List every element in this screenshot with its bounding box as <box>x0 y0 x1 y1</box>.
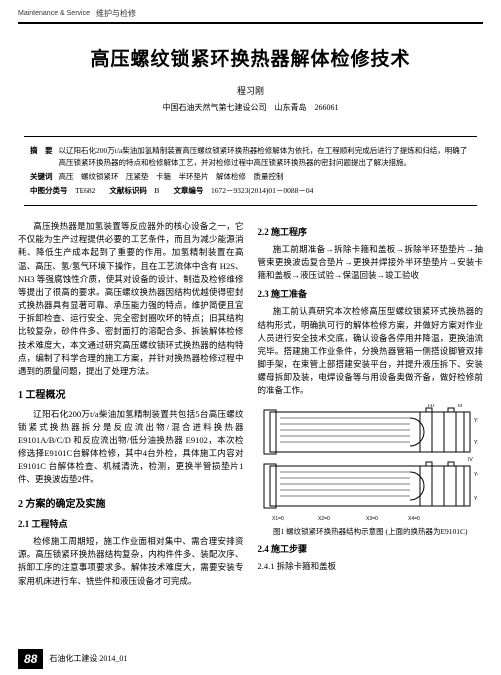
section-2-2-text: 施工前期准备→拆除卡箍和盖板→拆除半环垫垫片→抽管束更换波齿复合垫片→更换并焊接… <box>258 243 484 283</box>
fig-label-i-ii: I-II <box>428 404 434 409</box>
fig-x1: X1=0 <box>272 516 284 522</box>
section-2-4-1: 2.4.1 拆除卡箍和盖板 <box>258 560 484 573</box>
abstract-label: 摘 要 <box>30 145 53 169</box>
keywords-label: 关键词 <box>30 171 53 183</box>
fig-y4: Y4=0 <box>474 472 478 478</box>
artno-value: 1672－9323(2014)01－0088－04 <box>211 186 314 195</box>
artno-label: 文章编号 <box>173 186 203 195</box>
section-2-3-heading: 2.3 施工准备 <box>258 288 484 302</box>
page-footer: 88 石油化工建设 2014_01 <box>0 649 127 669</box>
fig-x4: X4=0 <box>408 516 420 522</box>
section-2-3-text: 施工前认真研究本次检修高压型螺纹锁紧环式换热器的结构形式，明确执可行的解体检修方… <box>258 305 484 397</box>
abstract-box: 摘 要 以辽阳石化200万t/a柴油加氢精制装置高压螺纹锁紧环换热器检修解体为依… <box>24 136 477 206</box>
section-2-1-text: 检修施工周期短，施工作业面相对集中、需合理安排资源。高压锁紧环换热器结构复杂，内… <box>18 535 244 588</box>
fig-label-iv: IV <box>468 457 473 463</box>
fig-label-iii: III <box>458 404 462 409</box>
figure-1: I-II III IV X1=0 X2=0 X3=0 X4=0 Y2=0 Y3=… <box>258 404 484 538</box>
intro-paragraph: 高压换热器是加氢装置等反应器外的核心设备之一，它不仅能为生产过程提供必要的工艺条… <box>18 220 244 378</box>
clc-label: 中图分类号 <box>30 186 68 195</box>
header-zh: 维护与检修 <box>96 8 136 20</box>
clc-value: TE682 <box>75 186 95 195</box>
column-right: 2.2 施工程序 施工前期准备→拆除卡箍和盖板→拆除半环垫垫片→抽管束更换波齿复… <box>258 220 484 588</box>
page-number: 88 <box>18 649 43 669</box>
article-title: 高压螺纹锁紧环换热器解体检修技术 <box>18 46 483 75</box>
section-1-text: 辽阳石化200万t/a柴油加氢精制装置共包括5台高压螺纹锁紧式换热器拆分是反应流… <box>18 408 244 487</box>
author-name: 程习刚 <box>18 85 483 99</box>
fig-x2: X2=0 <box>318 516 330 522</box>
doc-value: B <box>154 186 159 195</box>
top-rule <box>18 22 483 24</box>
fig-y2: Y2=0 <box>474 418 478 424</box>
doc-label: 文献标识码 <box>109 186 147 195</box>
section-2-heading: 2 方案的确定及实施 <box>18 497 244 513</box>
header-en: Maintenance & Service <box>18 9 90 20</box>
fig-x3: X3=0 <box>366 516 378 522</box>
author-affiliation: 中国石油天然气第七建设公司 山东青岛 266061 <box>18 102 483 114</box>
section-2-4-heading: 2.4 施工步骤 <box>258 543 484 557</box>
section-2-2-heading: 2.2 施工程序 <box>258 226 484 240</box>
column-left: 高压换热器是加氢装置等反应器外的核心设备之一，它不仅能为生产过程提供必要的工艺条… <box>18 220 244 588</box>
keywords-text: 高压 螺纹锁紧环 压紧垫 卡箍 半环垫片 解体检修 质量控制 <box>59 171 472 183</box>
journal-info: 石油化工建设 2014_01 <box>49 653 127 665</box>
abstract-text: 以辽阳石化200万t/a柴油加氢精制装置高压螺纹锁紧环换热器检修解体为依托，在工… <box>59 145 472 169</box>
fig-y3: Y3=0 <box>474 440 478 446</box>
fig-y1: Y1=0 <box>474 496 478 502</box>
figure-1-caption: 图1 螺纹锁紧环换热器结构示意图 (上面的换热器为E9101C) <box>258 526 484 538</box>
section-1-heading: 1 工程概况 <box>18 388 244 404</box>
section-2-1-heading: 2.1 工程特点 <box>18 518 244 532</box>
